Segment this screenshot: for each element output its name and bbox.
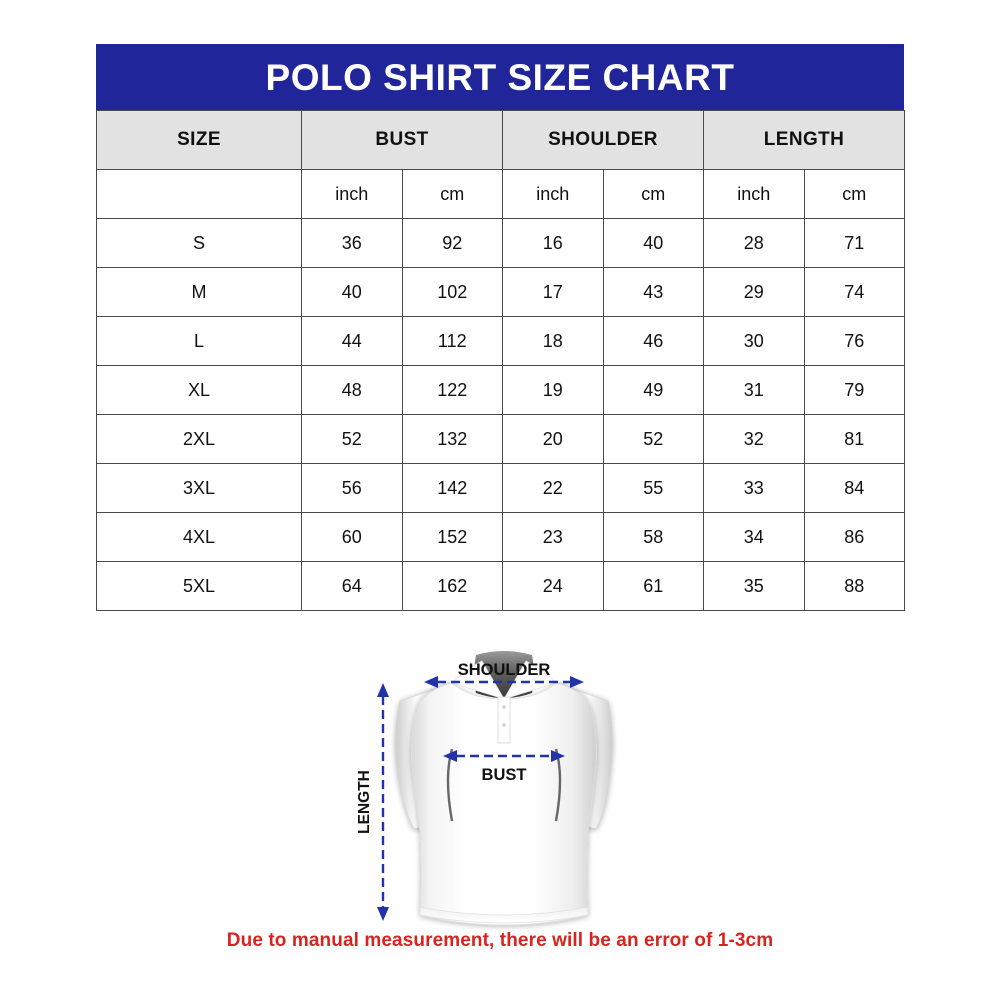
column-header-size: SIZE [96, 110, 302, 170]
cell-shoulder-inch: 20 [502, 414, 604, 464]
cell-length-inch: 35 [703, 561, 805, 611]
cell-length-cm: 84 [803, 463, 906, 513]
table-row: XL 48 122 19 49 31 79 [96, 365, 906, 415]
cell-length-cm: 79 [803, 365, 906, 415]
bust-label: BUST [482, 766, 527, 784]
cell-length-inch: 33 [703, 463, 805, 513]
cell-size: M [96, 267, 302, 317]
table-group-header-row: SIZE BUST SHOULDER LENGTH [96, 110, 906, 170]
unit-shoulder-inch: inch [502, 169, 604, 219]
cell-bust-cm: 132 [401, 414, 504, 464]
unit-bust-cm: cm [401, 169, 504, 219]
cell-shoulder-cm: 52 [602, 414, 705, 464]
cell-shoulder-cm: 58 [602, 512, 705, 562]
cell-bust-cm: 152 [401, 512, 504, 562]
shoulder-measure-arrow [424, 676, 584, 688]
table-row: L 44 112 18 46 30 76 [96, 316, 906, 366]
cell-bust-inch: 56 [301, 463, 403, 513]
cell-bust-cm: 92 [401, 218, 504, 268]
cell-bust-cm: 142 [401, 463, 504, 513]
cell-shoulder-cm: 40 [602, 218, 705, 268]
cell-length-cm: 76 [803, 316, 906, 366]
cell-bust-inch: 64 [301, 561, 403, 611]
cell-bust-inch: 60 [301, 512, 403, 562]
cell-length-cm: 86 [803, 512, 906, 562]
cell-length-inch: 32 [703, 414, 805, 464]
table-body: S 36 92 16 40 28 71 M 40 102 17 43 29 74… [96, 218, 906, 611]
cell-shoulder-cm: 61 [602, 561, 705, 611]
length-measure-arrow [377, 683, 389, 921]
column-header-shoulder: SHOULDER [502, 110, 705, 170]
bust-measure-arrow [443, 750, 565, 762]
cell-shoulder-inch: 19 [502, 365, 604, 415]
unit-length-cm: cm [803, 169, 906, 219]
unit-shoulder-cm: cm [602, 169, 705, 219]
cell-shoulder-inch: 18 [502, 316, 604, 366]
measurement-diagram: SHOULDER BUST LENGTH [0, 625, 1000, 935]
cell-length-cm: 71 [803, 218, 906, 268]
cell-bust-inch: 44 [301, 316, 403, 366]
cell-bust-cm: 112 [401, 316, 504, 366]
cell-shoulder-cm: 55 [602, 463, 705, 513]
cell-length-inch: 34 [703, 512, 805, 562]
length-label: LENGTH [356, 770, 373, 834]
cell-size: S [96, 218, 302, 268]
polo-shirt-illustration [395, 651, 613, 926]
cell-size: XL [96, 365, 302, 415]
cell-shoulder-inch: 16 [502, 218, 604, 268]
column-header-length: LENGTH [703, 110, 906, 170]
cell-size: L [96, 316, 302, 366]
cell-bust-inch: 48 [301, 365, 403, 415]
cell-shoulder-inch: 24 [502, 561, 604, 611]
cell-length-inch: 31 [703, 365, 805, 415]
cell-shoulder-cm: 49 [602, 365, 705, 415]
cell-size: 5XL [96, 561, 302, 611]
shoulder-label: SHOULDER [458, 661, 551, 679]
cell-length-cm: 81 [803, 414, 906, 464]
table-row: M 40 102 17 43 29 74 [96, 267, 906, 317]
cell-bust-cm: 102 [401, 267, 504, 317]
cell-bust-inch: 40 [301, 267, 403, 317]
table-row: 5XL 64 162 24 61 35 88 [96, 561, 906, 611]
unit-cell-blank [96, 169, 302, 219]
cell-length-cm: 88 [803, 561, 906, 611]
cell-length-inch: 28 [703, 218, 805, 268]
unit-length-inch: inch [703, 169, 805, 219]
table-unit-header-row: inch cm inch cm inch cm [96, 169, 906, 219]
cell-bust-inch: 36 [301, 218, 403, 268]
table-row: 3XL 56 142 22 55 33 84 [96, 463, 906, 513]
cell-shoulder-inch: 17 [502, 267, 604, 317]
size-chart-table: SIZE BUST SHOULDER LENGTH inch cm inch c… [96, 110, 906, 611]
cell-size: 3XL [96, 463, 302, 513]
cell-shoulder-cm: 46 [602, 316, 705, 366]
size-chart-container: POLO SHIRT SIZE CHART SIZE BUST SHOULDER… [96, 44, 906, 611]
measurement-disclaimer: Due to manual measurement, there will be… [226, 930, 774, 951]
cell-length-inch: 29 [703, 267, 805, 317]
cell-length-inch: 30 [703, 316, 805, 366]
unit-bust-inch: inch [301, 169, 403, 219]
cell-bust-cm: 122 [401, 365, 504, 415]
cell-shoulder-cm: 43 [602, 267, 705, 317]
table-row: 4XL 60 152 23 58 34 86 [96, 512, 906, 562]
cell-length-cm: 74 [803, 267, 906, 317]
page-title: POLO SHIRT SIZE CHART [96, 44, 904, 110]
table-row: 2XL 52 132 20 52 32 81 [96, 414, 906, 464]
table-row: S 36 92 16 40 28 71 [96, 218, 906, 268]
cell-bust-inch: 52 [301, 414, 403, 464]
cell-shoulder-inch: 22 [502, 463, 604, 513]
cell-size: 2XL [96, 414, 302, 464]
cell-size: 4XL [96, 512, 302, 562]
cell-bust-cm: 162 [401, 561, 504, 611]
cell-shoulder-inch: 23 [502, 512, 604, 562]
column-header-bust: BUST [300, 110, 504, 170]
